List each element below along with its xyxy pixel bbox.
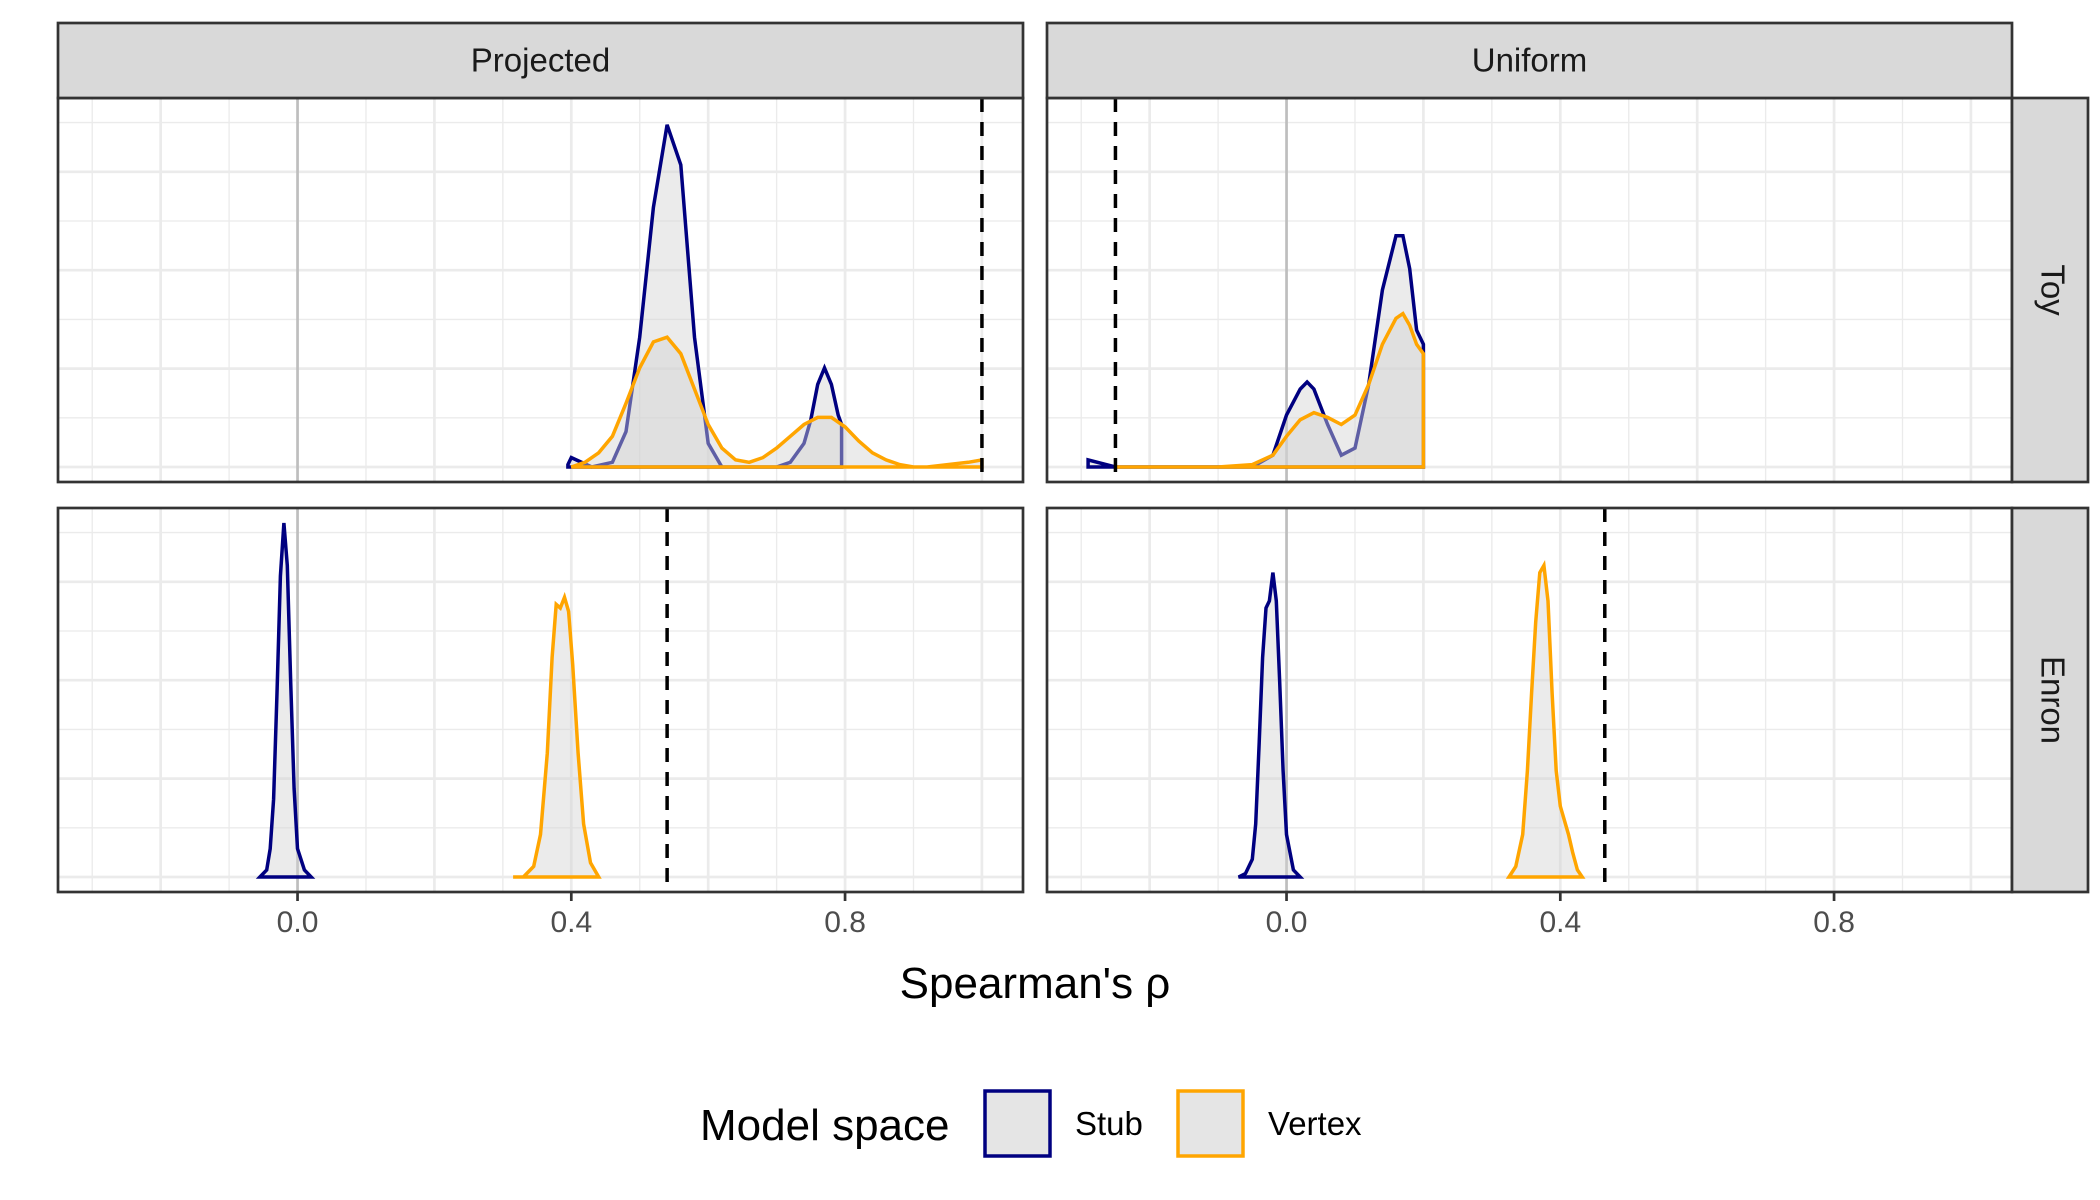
panel-background bbox=[1047, 98, 2012, 482]
strip-label-projected: Projected bbox=[471, 42, 610, 79]
density-curve-vertex bbox=[513, 591, 602, 879]
x-tick-label: 0.0 bbox=[1266, 906, 1308, 939]
density-fill-stub bbox=[1088, 235, 1424, 467]
panel-border bbox=[56, 506, 1025, 894]
legend: Model space Stub Vertex bbox=[700, 1089, 1362, 1158]
x-tick-label: 0.4 bbox=[550, 906, 592, 939]
strip-label-uniform: Uniform bbox=[1472, 42, 1588, 79]
legend-title: Model space bbox=[700, 1101, 949, 1150]
x-tick-label: 0.8 bbox=[824, 906, 866, 939]
strip-background bbox=[2010, 96, 2090, 484]
density-fill-stub bbox=[1238, 572, 1301, 877]
x-axis-title: Spearman's ρ bbox=[900, 959, 1171, 1008]
strip-uniform: Uniform bbox=[1045, 21, 2014, 100]
legend-entry-stub: Stub bbox=[983, 1089, 1143, 1158]
legend-key-stub bbox=[983, 1089, 1052, 1158]
strip-background bbox=[2010, 506, 2090, 894]
panel-projected-enron bbox=[56, 506, 1025, 894]
legend-entry-vertex: Vertex bbox=[1176, 1089, 1362, 1158]
density-fill-stub bbox=[259, 523, 312, 877]
legend-label-stub: Stub bbox=[1075, 1105, 1143, 1142]
density-fill-vertex bbox=[1509, 565, 1583, 877]
panel-uniform-toy bbox=[1045, 96, 2014, 484]
density-curve-stub bbox=[1237, 572, 1305, 879]
panel-projected-toy bbox=[56, 96, 1025, 484]
density-fill-vertex bbox=[1115, 313, 1424, 467]
facet-strips: Projected Uniform Toy Enron bbox=[56, 21, 2090, 894]
x-tick-label: 0.0 bbox=[277, 906, 319, 939]
density-fill-vertex bbox=[513, 597, 599, 877]
panel-background bbox=[58, 98, 1023, 482]
strip-label-toy: Toy bbox=[2034, 264, 2071, 316]
x-tick-label: 0.8 bbox=[1813, 906, 1855, 939]
strip-projected: Projected bbox=[56, 21, 1025, 100]
x-axis: 0.0 0.4 0.8 0.0 0.4 0.8 bbox=[277, 892, 1855, 939]
strip-enron: Enron bbox=[2010, 506, 2090, 894]
density-curve-stub bbox=[255, 522, 316, 879]
density-curve-vertex bbox=[1505, 560, 1586, 879]
strip-toy: Toy bbox=[2010, 96, 2090, 484]
density-fill-vertex bbox=[571, 337, 982, 467]
x-tick-label: 0.4 bbox=[1539, 906, 1581, 939]
legend-label-vertex: Vertex bbox=[1268, 1105, 1362, 1142]
panels-layer bbox=[56, 96, 2014, 894]
strip-background bbox=[1045, 21, 2014, 100]
legend-key-vertex bbox=[1176, 1089, 1245, 1158]
panel-uniform-enron bbox=[1045, 506, 2014, 894]
density-curve-vertex bbox=[1115, 311, 1426, 469]
density-curve-vertex bbox=[570, 335, 984, 469]
strip-background bbox=[56, 21, 1025, 100]
strip-label-enron: Enron bbox=[2034, 656, 2071, 744]
